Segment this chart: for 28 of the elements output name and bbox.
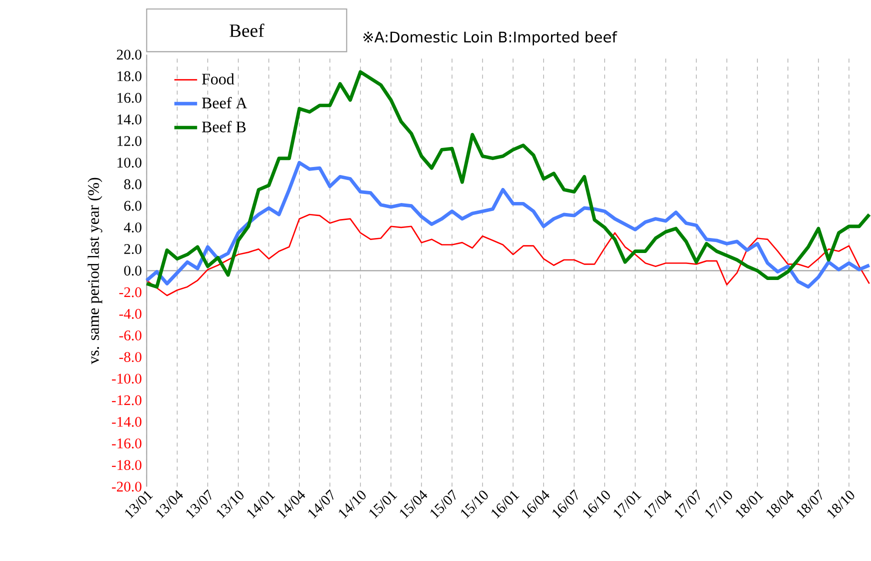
y-tick-label: 4.0 (124, 222, 142, 232)
y-tick-label: 6.0 (124, 200, 142, 211)
y-tick-label: -4.0 (119, 308, 142, 319)
y-tick-label: 12.0 (118, 136, 142, 146)
y-tick-label: 8.0 (124, 179, 142, 190)
y-tick-label: -8.0 (119, 352, 142, 362)
y-tick-label: 16.0 (118, 92, 142, 103)
y-tick-label: -10.0 (112, 374, 142, 384)
y-tick-label: -6.0 (119, 330, 142, 340)
legend-label: Beef A (202, 96, 248, 108)
y-tick-label: 18.0 (118, 71, 142, 82)
y-tick-label: -16.0 (112, 438, 142, 448)
y-tick-label: 14.0 (118, 114, 142, 124)
line-series (144, 70, 871, 289)
y-tick-label: -14.0 (112, 416, 142, 427)
chart-title: Beef (230, 24, 264, 37)
y-tick-label: -20.0 (112, 482, 142, 492)
y-tick-label: 0.0 (124, 266, 142, 276)
text: ※A:Domestic Loin B:Imported beef (363, 31, 618, 46)
y-tick-label: -18.0 (112, 460, 142, 470)
y-tick-label: -12.0 (112, 395, 142, 406)
y-tick-label: 2.0 (124, 244, 142, 254)
legend-label: Beef B (202, 120, 246, 132)
y-tick-label: 10.0 (118, 158, 142, 168)
y-tick-label: 20.0 (116, 50, 142, 60)
legend-label: Food (202, 73, 234, 84)
y-axis-title: vs. same period last year (%) (88, 178, 102, 364)
y-tick-label: -2.0 (119, 287, 142, 298)
